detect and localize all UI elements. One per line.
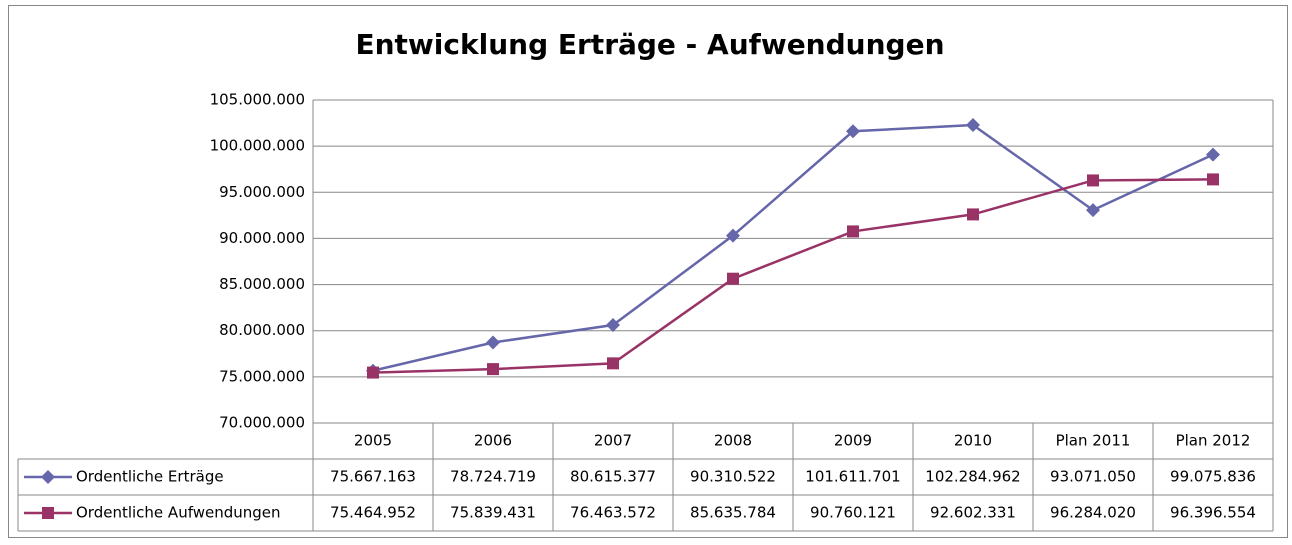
marker xyxy=(606,318,620,333)
table-value: 96.396.554 xyxy=(1170,504,1256,522)
series-line xyxy=(372,123,1214,372)
table-value: 90.760.121 xyxy=(810,504,896,522)
table-value: 102.284.962 xyxy=(925,468,1020,486)
x-tick-label: 2005 xyxy=(354,432,392,450)
chart-title: Entwicklung Erträge - Aufwendungen xyxy=(355,28,944,61)
table-value: 96.284.020 xyxy=(1050,504,1136,522)
x-tick-label: 2008 xyxy=(714,432,752,450)
table-value: 92.602.331 xyxy=(930,504,1016,522)
marker xyxy=(967,208,979,221)
table-value: 78.724.719 xyxy=(450,468,536,486)
table-value: 99.075.836 xyxy=(1170,468,1256,486)
marker xyxy=(966,118,980,133)
marker xyxy=(1087,174,1099,187)
legend-label: Ordentliche Erträge xyxy=(76,468,224,486)
x-tick-label: Plan 2011 xyxy=(1056,432,1131,450)
marker xyxy=(1206,147,1220,162)
marker xyxy=(847,225,859,238)
table-value: 75.464.952 xyxy=(330,504,416,522)
x-tick-label: 2009 xyxy=(834,432,872,450)
marker xyxy=(1207,173,1219,186)
legend-label: Ordentliche Aufwendungen xyxy=(76,504,281,522)
marker xyxy=(367,366,379,379)
series-line xyxy=(372,178,1214,374)
y-tick-label: 95.000.000 xyxy=(219,183,305,201)
x-tick-label: 2006 xyxy=(474,432,512,450)
table-value: 75.839.431 xyxy=(450,504,536,522)
y-tick-label: 90.000.000 xyxy=(219,229,305,247)
marker xyxy=(487,363,499,376)
table-value: 90.310.522 xyxy=(690,468,776,486)
marker xyxy=(1086,203,1100,218)
marker xyxy=(846,124,860,139)
table-value: 85.635.784 xyxy=(690,504,776,522)
y-tick-label: 75.000.000 xyxy=(219,367,305,385)
y-tick-label: 70.000.000 xyxy=(219,414,305,432)
table-value: 80.615.377 xyxy=(570,468,656,486)
x-tick-label: Plan 2012 xyxy=(1176,432,1251,450)
y-tick-label: 100.000.000 xyxy=(210,137,305,155)
table-value: 101.611.701 xyxy=(805,468,900,486)
marker xyxy=(42,507,54,519)
y-tick-label: 85.000.000 xyxy=(219,275,305,293)
marker xyxy=(727,272,739,285)
marker xyxy=(607,357,619,370)
table-value: 75.667.163 xyxy=(330,468,416,486)
chart-border xyxy=(8,5,1288,538)
y-tick-label: 80.000.000 xyxy=(219,321,305,339)
marker xyxy=(726,228,740,243)
x-tick-label: 2007 xyxy=(594,432,632,450)
table-value: 76.463.572 xyxy=(570,504,656,522)
y-tick-label: 105.000.000 xyxy=(210,91,305,109)
x-tick-label: 2010 xyxy=(954,432,992,450)
table-value: 93.071.050 xyxy=(1050,468,1136,486)
marker xyxy=(41,470,55,484)
marker xyxy=(486,335,500,350)
